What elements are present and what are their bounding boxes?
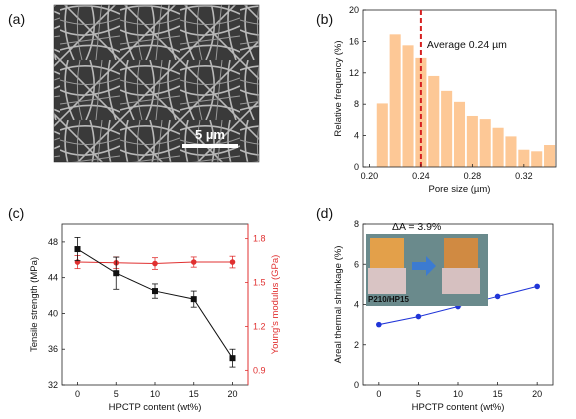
shrinkage-point <box>534 283 540 290</box>
y-tick-label: 2 <box>354 340 359 350</box>
y-tick-label: 4 <box>354 131 359 141</box>
histogram-bar <box>389 34 401 168</box>
shrinkage-chart: 0 2 4 6 8 0 5 10 15 20 HPCTP content (wt%) Areal th… <box>333 219 554 413</box>
y-tick-label: 12 <box>349 68 359 78</box>
x-tick-label: 5 <box>114 389 119 399</box>
x-tick-label: 20 <box>532 389 542 399</box>
y-tick-label: 16 <box>349 36 359 46</box>
x-tick-label: 0 <box>75 389 80 399</box>
y-axis-label: Areal thermal shrinkage (%) <box>333 246 344 364</box>
y-tick-label: 36 <box>48 344 58 354</box>
y-tick-label: 8 <box>354 219 359 229</box>
y-tick-label: 32 <box>48 380 58 390</box>
sample-before <box>370 238 404 268</box>
average-annotation: Average 0.24 µm <box>427 39 507 51</box>
histogram-bar <box>466 115 478 167</box>
x-tick-label: 20 <box>227 389 237 399</box>
y2-axis-label: Young's modulus (GPa) <box>270 255 281 355</box>
y2-tick-label: 0.9 <box>253 365 266 375</box>
histogram-bar <box>505 136 517 167</box>
modulus-point <box>152 260 158 267</box>
plot-frame <box>61 223 249 386</box>
y-tick-label: 0 <box>354 380 359 390</box>
y-axis-label: Relative frequency (%) <box>333 40 344 136</box>
sem-image: 5 µm <box>53 4 260 163</box>
histogram-bar <box>453 101 466 167</box>
y-tick-label: 20 <box>349 5 359 15</box>
modulus-point <box>190 259 197 265</box>
panel-a-label: (a) <box>8 11 25 27</box>
x-tick-label: 10 <box>150 389 160 399</box>
y-tick-label: 44 <box>48 273 58 283</box>
histogram-bar <box>415 57 427 168</box>
arrow-right-icon <box>412 256 436 276</box>
y-tick-label: 40 <box>48 308 58 318</box>
sample-after <box>444 238 478 268</box>
x-tick-label: 0.32 <box>515 171 533 181</box>
x-axis-label: Pore size (µm) <box>429 184 491 195</box>
histogram-bar <box>428 75 440 167</box>
tensile-point <box>152 288 158 295</box>
x-tick-label: 0.20 <box>361 171 379 181</box>
histogram-bar <box>544 145 556 167</box>
histogram-bar <box>376 103 388 167</box>
y-tick-label: 0 <box>354 162 359 172</box>
plot-frame <box>362 9 557 168</box>
x-tick-label: 15 <box>189 389 199 399</box>
y-axis-label: Tensile strength (MPa) <box>29 257 40 352</box>
histogram-bar <box>441 90 453 167</box>
shrinkage-annotation: ΔA = 3.9% <box>392 221 441 233</box>
y2-tick-label: 1.8 <box>253 234 266 244</box>
tensile-point <box>113 270 120 277</box>
tensile-point <box>190 296 197 303</box>
histogram-bar <box>531 151 543 167</box>
shrinkage-inset-photo: P210/HP15 <box>366 234 488 306</box>
histogram-bar <box>402 45 414 168</box>
histogram-bar <box>518 149 530 167</box>
x-tick-label: 10 <box>453 389 463 399</box>
y-tick-label: 6 <box>354 259 359 269</box>
y-tick-label: 48 <box>48 237 58 247</box>
shrinkage-point <box>415 313 422 320</box>
y2-tick-label: 1.5 <box>253 278 266 288</box>
shrinkage-point <box>494 293 501 300</box>
panel-c-label: (c) <box>8 205 24 221</box>
scale-bar-label: 5 µm <box>195 127 225 142</box>
x-tick-label: 15 <box>493 389 503 399</box>
shrinkage-point <box>376 321 382 328</box>
panel-b-label: (b) <box>316 11 333 27</box>
y-tick-label: 8 <box>354 99 359 109</box>
tensile-point <box>229 355 236 362</box>
modulus-point <box>229 259 236 265</box>
x-axis-label: HPCTP content (wt%) <box>412 402 505 413</box>
x-axis-label: HPCTP content (wt%) <box>109 402 202 413</box>
tensile-chart: 32 36 40 44 48 0.9 1.2 1.5 1.8 0 5 10 15 20 HPCTP cont… <box>29 223 281 413</box>
y-tick-label: 4 <box>354 300 359 310</box>
histogram-bar <box>492 127 504 167</box>
panel-d-label: (d) <box>316 205 333 221</box>
inset-sample-label: P210/HP15 <box>368 295 409 304</box>
tensile-point <box>74 246 81 253</box>
x-tick-label: 5 <box>416 389 421 399</box>
x-tick-label: 0 <box>376 389 381 399</box>
histogram-bar <box>479 119 491 167</box>
x-tick-label: 0.24 <box>412 171 430 181</box>
y2-tick-label: 1.2 <box>253 321 266 331</box>
histogram-chart: 0 4 8 12 16 20 0.20 0.24 0.28 0.32 Pore size (µm) R… <box>333 5 557 195</box>
x-tick-label: 0.28 <box>464 171 482 181</box>
